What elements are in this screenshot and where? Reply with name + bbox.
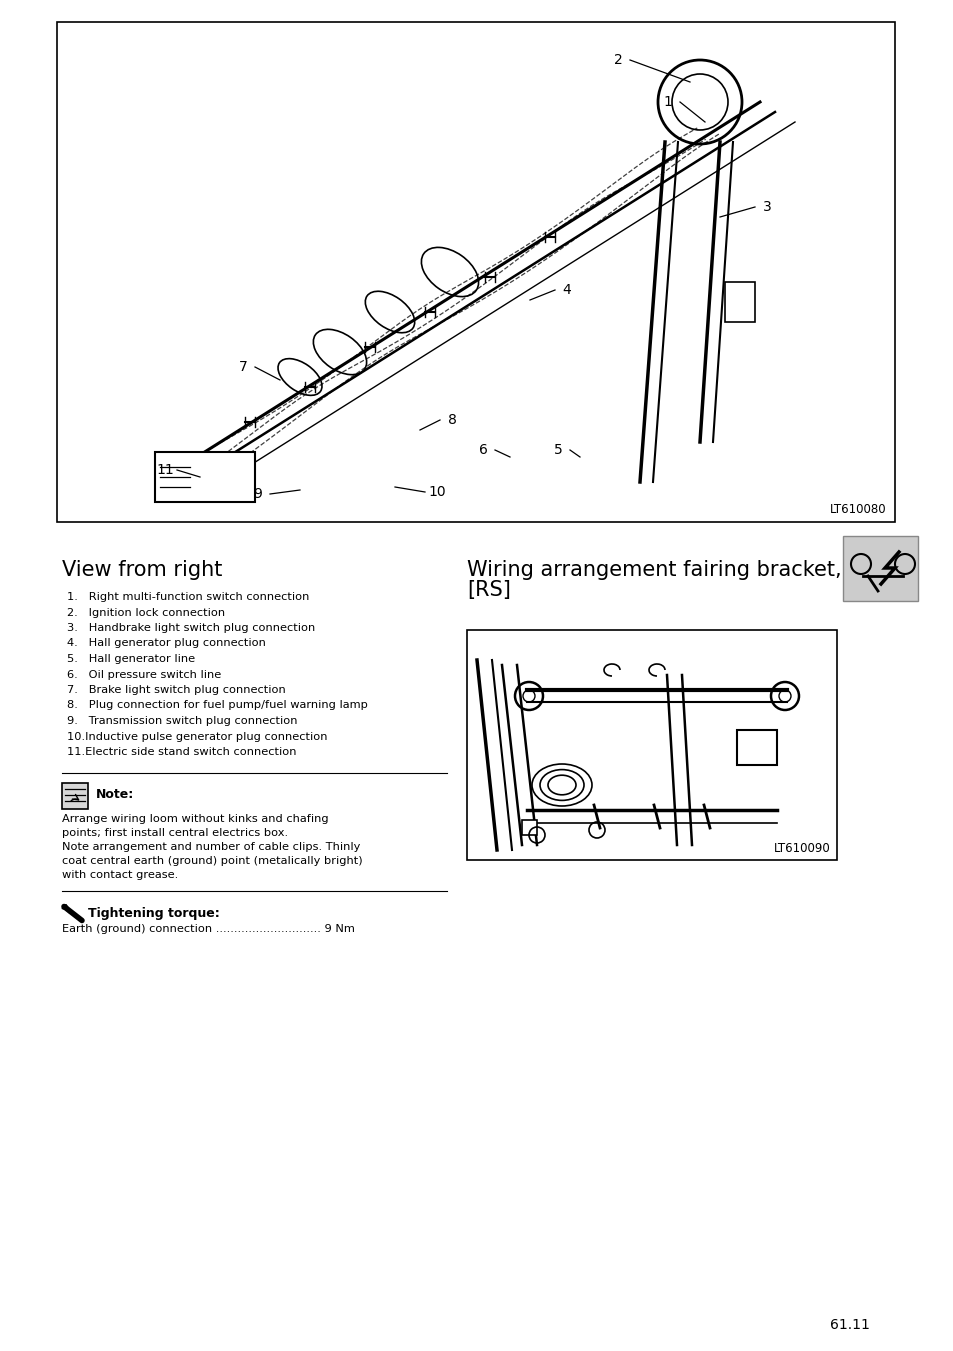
Text: LT610090: LT610090 bbox=[774, 842, 830, 855]
Text: 61.11: 61.11 bbox=[829, 1319, 869, 1332]
Text: 7.   Brake light switch plug connection: 7. Brake light switch plug connection bbox=[67, 685, 286, 694]
Text: Tightening torque:: Tightening torque: bbox=[88, 907, 219, 920]
Text: 5.   Hall generator line: 5. Hall generator line bbox=[67, 654, 195, 663]
Text: Wiring arrangement fairing bracket,: Wiring arrangement fairing bracket, bbox=[467, 561, 841, 580]
Text: 10.Inductive pulse generator plug connection: 10.Inductive pulse generator plug connec… bbox=[67, 731, 327, 742]
Bar bbox=[737, 730, 776, 765]
Text: 1.   Right multi-function switch connection: 1. Right multi-function switch connectio… bbox=[67, 592, 309, 603]
Text: 3: 3 bbox=[761, 200, 771, 213]
Text: 8: 8 bbox=[447, 413, 456, 427]
Bar bbox=[467, 630, 836, 861]
Text: 8.   Plug connection for fuel pump/fuel warning lamp: 8. Plug connection for fuel pump/fuel wa… bbox=[67, 701, 368, 711]
Text: 11: 11 bbox=[156, 463, 173, 477]
Text: 7: 7 bbox=[238, 359, 247, 374]
Bar bbox=[842, 536, 917, 601]
Bar bbox=[521, 820, 537, 835]
Bar bbox=[57, 22, 894, 521]
Polygon shape bbox=[62, 905, 70, 911]
Text: 9.   Transmission switch plug connection: 9. Transmission switch plug connection bbox=[67, 716, 297, 725]
Text: LT610080: LT610080 bbox=[829, 503, 886, 516]
Text: 2: 2 bbox=[613, 53, 621, 68]
Text: 1: 1 bbox=[663, 95, 672, 109]
Bar bbox=[724, 282, 754, 322]
Text: 5: 5 bbox=[553, 443, 561, 457]
Text: 6: 6 bbox=[478, 443, 487, 457]
Text: Note arrangement and number of cable clips. Thinly: Note arrangement and number of cable cli… bbox=[62, 843, 360, 852]
Text: Note:: Note: bbox=[96, 789, 134, 801]
Bar bbox=[154, 453, 254, 503]
Text: 6.   Oil pressure switch line: 6. Oil pressure switch line bbox=[67, 670, 221, 680]
Text: View from right: View from right bbox=[62, 561, 222, 580]
Text: coat central earth (ground) point (metalically bright): coat central earth (ground) point (metal… bbox=[62, 857, 362, 866]
Text: 9: 9 bbox=[253, 486, 262, 501]
Text: 4: 4 bbox=[562, 282, 571, 297]
Bar bbox=[62, 782, 88, 808]
Text: with contact grease.: with contact grease. bbox=[62, 870, 178, 881]
Text: 3.   Handbrake light switch plug connection: 3. Handbrake light switch plug connectio… bbox=[67, 623, 314, 634]
Text: Earth (ground) connection ............................. 9 Nm: Earth (ground) connection ..............… bbox=[62, 924, 355, 935]
Text: [RS]: [RS] bbox=[467, 580, 511, 600]
Text: 10: 10 bbox=[428, 485, 445, 499]
Text: 11.Electric side stand switch connection: 11.Electric side stand switch connection bbox=[67, 747, 296, 757]
Text: 2.   Ignition lock connection: 2. Ignition lock connection bbox=[67, 608, 225, 617]
Text: Arrange wiring loom without kinks and chafing: Arrange wiring loom without kinks and ch… bbox=[62, 815, 328, 824]
Text: points; first install central electrics box.: points; first install central electrics … bbox=[62, 828, 288, 839]
Text: 4.   Hall generator plug connection: 4. Hall generator plug connection bbox=[67, 639, 266, 648]
